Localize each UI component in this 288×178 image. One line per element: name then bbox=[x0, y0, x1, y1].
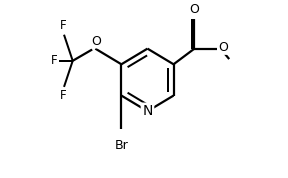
Text: F: F bbox=[60, 90, 67, 103]
Text: Br: Br bbox=[115, 139, 128, 152]
Text: N: N bbox=[142, 104, 153, 118]
Text: F: F bbox=[60, 19, 67, 32]
Text: O: O bbox=[218, 41, 228, 54]
Text: O: O bbox=[91, 35, 101, 48]
Text: F: F bbox=[51, 54, 58, 67]
Text: O: O bbox=[190, 3, 199, 16]
